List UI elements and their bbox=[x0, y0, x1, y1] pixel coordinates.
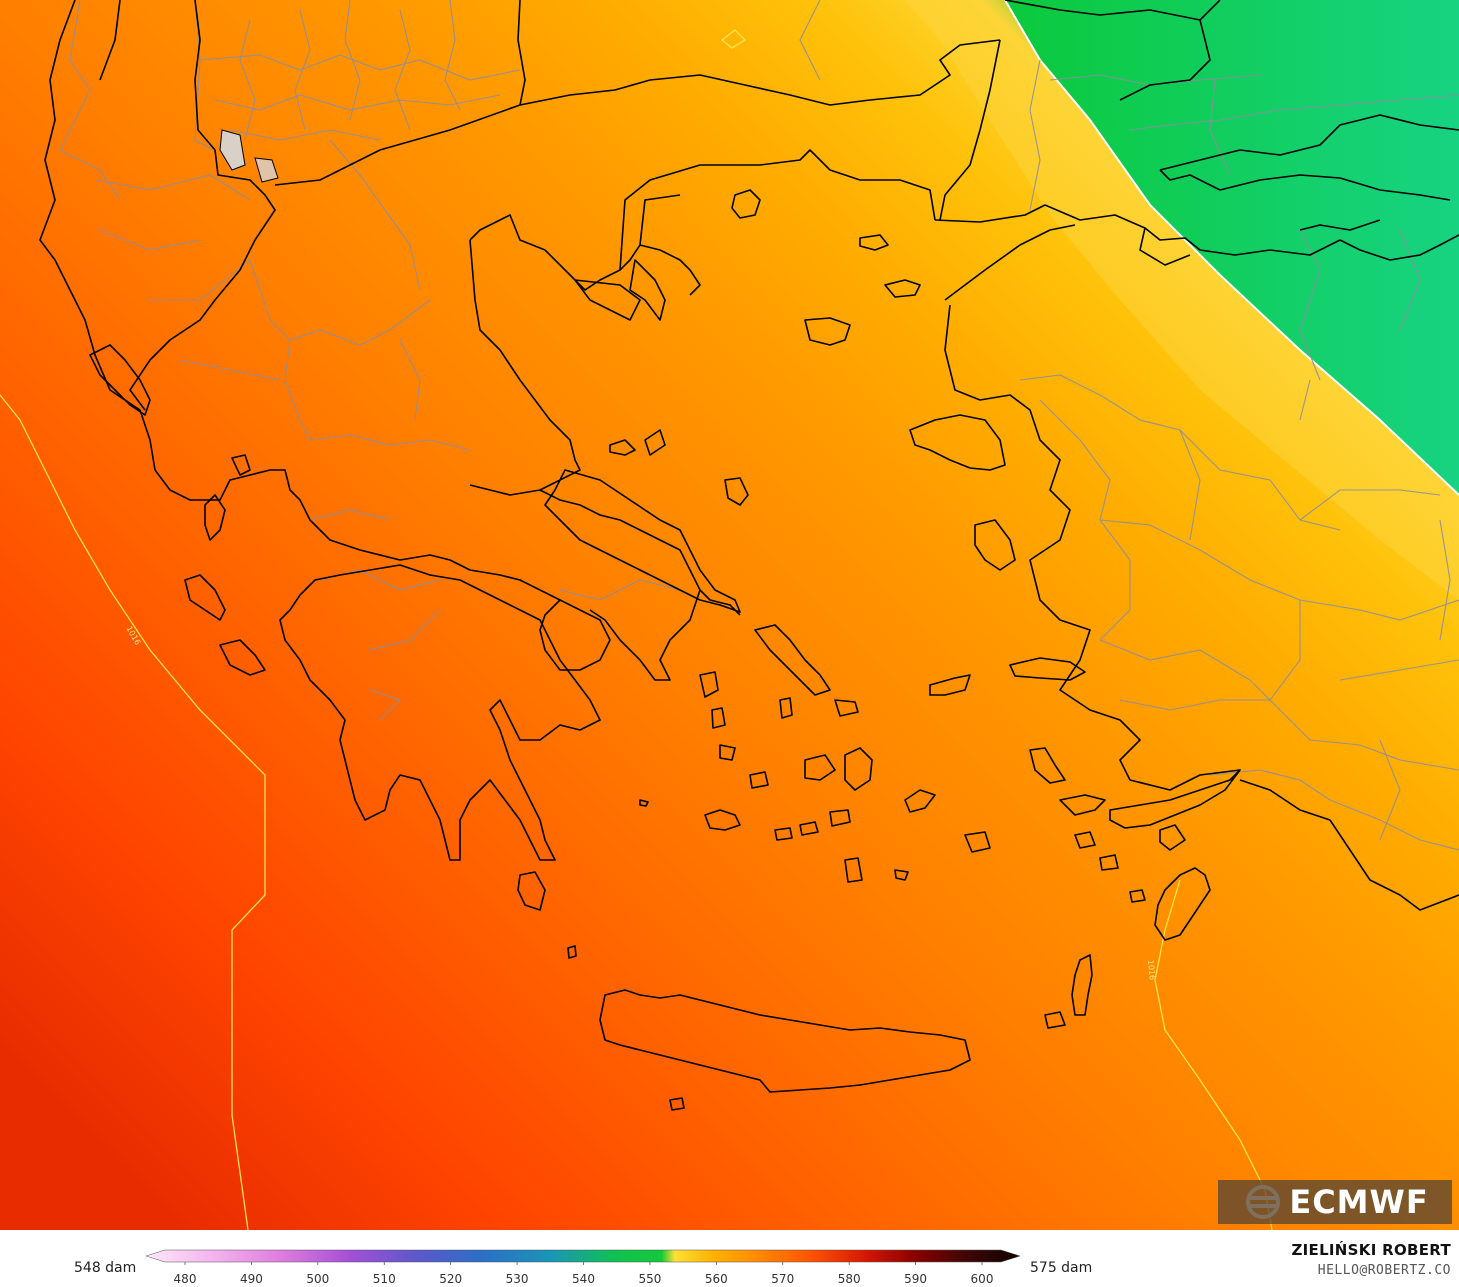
coastlines bbox=[39, 0, 1459, 1111]
legend-tick-label: 600 bbox=[971, 1272, 994, 1286]
isobar-label-east: 1016 bbox=[1146, 959, 1157, 980]
legend-footer: 548 dam 480 bbox=[0, 1230, 1459, 1287]
lake-small-north bbox=[720, 29, 747, 49]
color-scale-gradient bbox=[145, 1249, 1021, 1263]
legend-tick-label: 580 bbox=[838, 1272, 861, 1286]
legend-ticks: 480 490 500 510 520 530 540 550 560 570 580 590 600 bbox=[174, 1262, 994, 1286]
legend-tick-label: 500 bbox=[306, 1272, 329, 1286]
legend-tick-label: 490 bbox=[240, 1272, 263, 1286]
legend-tick-label: 540 bbox=[572, 1272, 595, 1286]
color-scale-bar: 480 490 500 510 520 530 540 550 560 570 580 590 600 bbox=[145, 1249, 1021, 1286]
regional-borders bbox=[59, 0, 1459, 851]
legend-tick-label: 530 bbox=[506, 1272, 529, 1286]
legend-tick-label: 590 bbox=[904, 1272, 927, 1286]
isobar-line-west bbox=[0, 394, 266, 1230]
legend-tick-label: 520 bbox=[439, 1272, 462, 1286]
legend-tick-label: 570 bbox=[771, 1272, 794, 1286]
legend-max-label: 575 dam bbox=[1030, 1260, 1093, 1276]
ecmwf-logo-text: ECMWF bbox=[1289, 1183, 1429, 1221]
weather-map: 1016 1016 bbox=[0, 0, 1459, 1230]
legend-min-label: 548 dam bbox=[74, 1260, 137, 1276]
lake-prespa bbox=[254, 157, 279, 183]
author-email: HELLO@ROBERTZ.CO bbox=[1317, 1263, 1451, 1278]
legend-tick-label: 560 bbox=[705, 1272, 728, 1286]
contour-560-white bbox=[1004, 0, 1459, 496]
legend-tick-label: 480 bbox=[174, 1272, 197, 1286]
lake-ohrid bbox=[219, 129, 246, 171]
field-yellow-band bbox=[905, 0, 1459, 600]
author-name: ZIELIŃSKI ROBERT bbox=[1291, 1241, 1451, 1259]
ecmwf-logo: ECMWF bbox=[1218, 1180, 1452, 1224]
legend-tick-label: 550 bbox=[638, 1272, 661, 1286]
legend-tick-label: 510 bbox=[373, 1272, 396, 1286]
